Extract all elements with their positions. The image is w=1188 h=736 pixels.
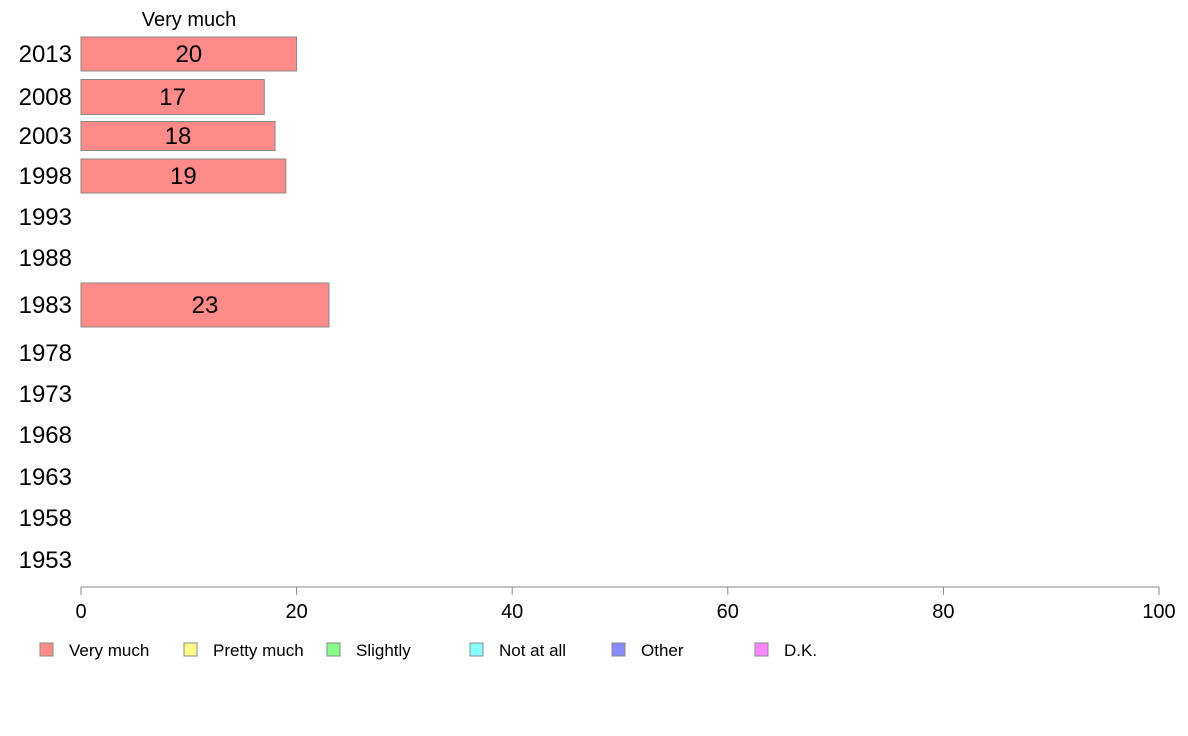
year-label: 1963: [19, 464, 72, 491]
x-tick-label: 80: [932, 601, 954, 623]
year-label: 1968: [19, 422, 72, 449]
legend-swatch: [326, 642, 341, 657]
year-label: 1998: [19, 163, 72, 190]
bar: [80, 282, 330, 328]
legend-label: Other: [641, 641, 684, 660]
legend-swatch: [39, 642, 54, 657]
year-label: 1988: [19, 245, 72, 272]
year-label: 2008: [19, 84, 72, 111]
bar: [80, 158, 287, 194]
data-label: 20: [175, 41, 202, 68]
legend-label: Not at all: [499, 641, 566, 660]
year-label: 1993: [19, 204, 72, 231]
x-tick-label: 20: [285, 601, 307, 623]
bar: [80, 36, 298, 72]
data-label: 23: [192, 292, 219, 319]
year-label: 1973: [19, 381, 72, 408]
legend-swatch: [754, 642, 769, 657]
data-label: 18: [165, 123, 192, 150]
year-label: 2003: [19, 123, 72, 150]
year-label: 1958: [19, 505, 72, 532]
data-label: 19: [170, 163, 197, 190]
legend-label: Slightly: [356, 641, 411, 660]
year-label: 2013: [19, 41, 72, 68]
column-header: Very much: [142, 9, 236, 31]
legend-swatch: [469, 642, 484, 657]
legend-swatch: [183, 642, 198, 657]
legend-label: Pretty much: [213, 641, 304, 660]
data-label: 17: [159, 84, 186, 111]
legend-swatch: [611, 642, 626, 657]
bar: [80, 79, 265, 115]
bar: [80, 121, 276, 151]
x-tick-label: 0: [75, 601, 86, 623]
year-label: 1978: [19, 340, 72, 367]
x-tick-label: 40: [501, 601, 523, 623]
x-tick-label: 100: [1142, 601, 1175, 623]
legend-label: D.K.: [784, 641, 817, 660]
year-label: 1953: [19, 547, 72, 574]
legend-label: Very much: [69, 641, 149, 660]
year-label: 1983: [19, 292, 72, 319]
x-tick-label: 60: [717, 601, 739, 623]
